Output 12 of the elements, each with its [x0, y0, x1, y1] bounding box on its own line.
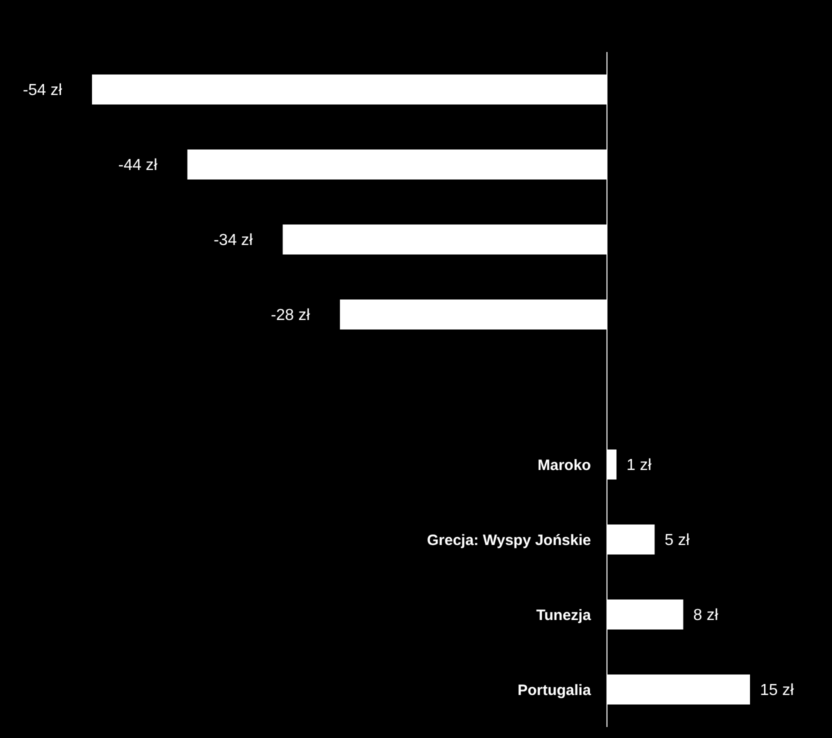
y-tick-label: Tunezja [536, 606, 592, 624]
data-label: -34 zł [214, 232, 254, 250]
data-label: 5 zł [664, 532, 690, 550]
data-label: 1 zł [626, 457, 652, 474]
y-tick-label: Portugalia [518, 682, 592, 699]
y-tick-label: Maroko [538, 456, 591, 474]
data-label: 8 zł [693, 607, 719, 624]
data-label: -54 zł [22, 82, 62, 100]
data-label: 15 zł [760, 682, 794, 700]
y-tick-label: Grecja: Wyspy Jońskie [426, 532, 591, 549]
data-label: -44 zł [118, 157, 158, 174]
data-label: -28 zł [270, 307, 310, 324]
